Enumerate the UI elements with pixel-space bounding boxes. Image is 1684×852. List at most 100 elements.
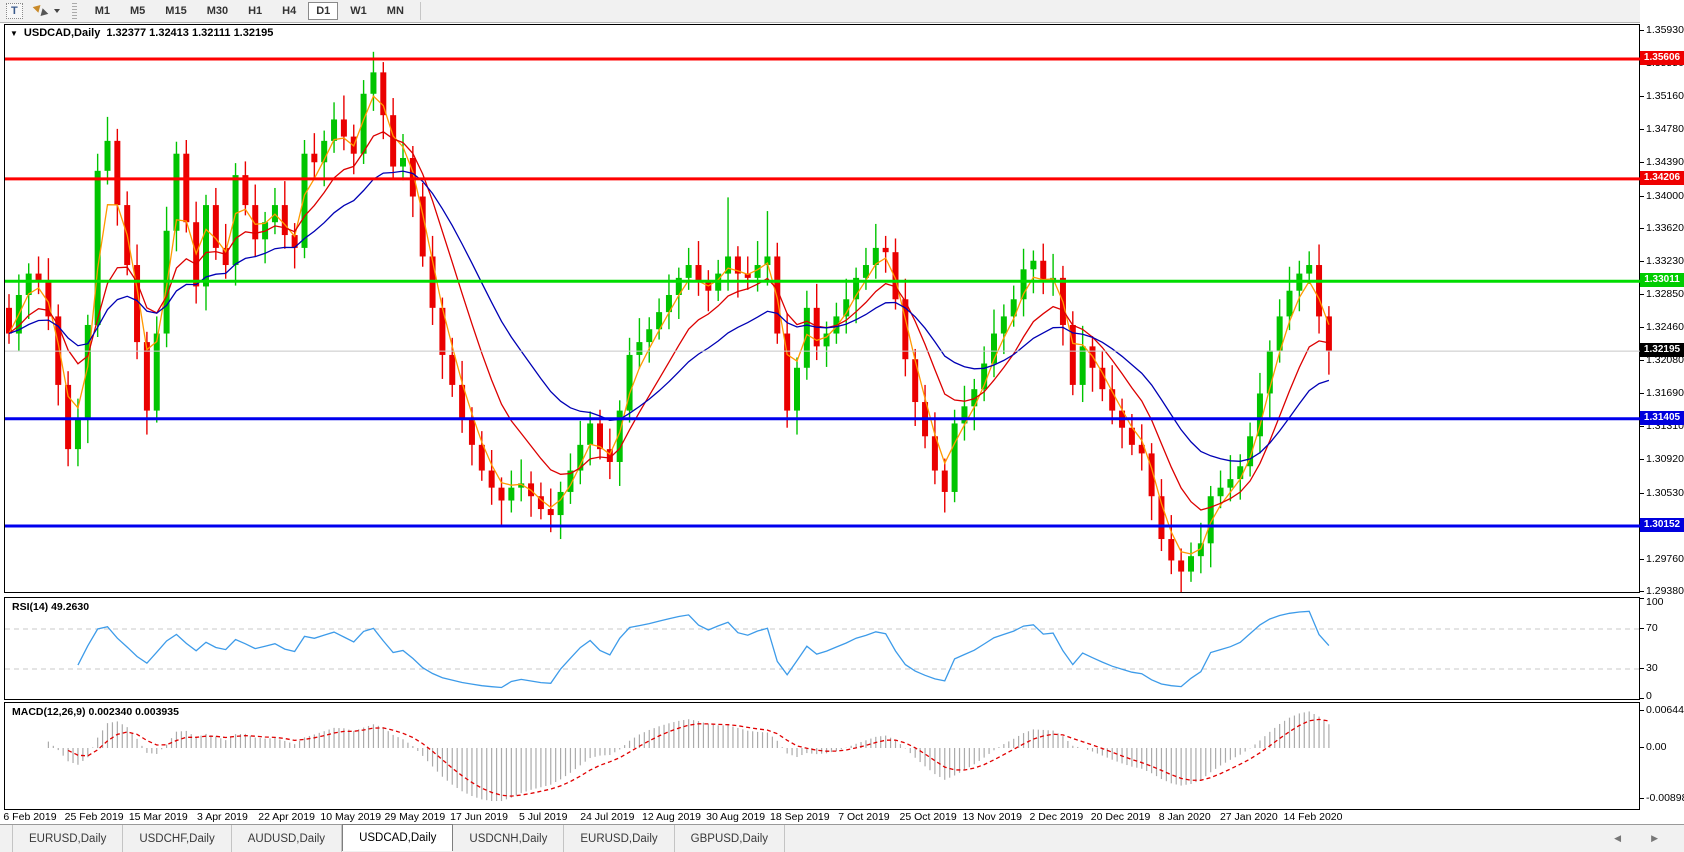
chart-tab-eurusd-daily[interactable]: EURUSD,Daily [564, 825, 675, 852]
macd-indicator-panel[interactable] [4, 702, 1640, 810]
macd-indicator-label: MACD(12,26,9) 0.002340 0.003935 [12, 706, 179, 718]
date-tick-label: 17 Jun 2019 [450, 811, 508, 823]
price-tick-label: 1.34390 [1646, 156, 1684, 169]
chart-tab-usdcnh-daily[interactable]: USDCNH,Daily [453, 825, 565, 852]
timeframe-button-d1[interactable]: D1 [308, 2, 339, 20]
date-tick-label: 12 Aug 2019 [642, 811, 701, 823]
price-tick-mark [1640, 327, 1644, 329]
text-label-tool-icon[interactable]: T [6, 3, 23, 19]
price-tick-label: 1.29380 [1646, 585, 1684, 598]
rsi-indicator-label: RSI(14) 49.2630 [12, 601, 90, 613]
price-level-badge: 1.32195 [1640, 343, 1684, 358]
price-level-badge: 1.35606 [1640, 51, 1684, 65]
date-tick-label: 7 Oct 2019 [838, 811, 890, 823]
slow-ma-line [8, 170, 1330, 462]
tab-scroll-right-icon[interactable]: ▶ [1651, 833, 1658, 843]
chart-tab-eurusd-daily[interactable]: EURUSD,Daily [12, 825, 124, 852]
price-tick-label: 1.32850 [1646, 287, 1684, 300]
price-tick-label: 1.34000 [1646, 189, 1684, 202]
fast-ma-line [8, 94, 1330, 555]
rsi-axis-label: 70 [1646, 622, 1658, 634]
date-tick-label: 10 May 2019 [320, 811, 382, 823]
main-price-chart[interactable] [4, 24, 1641, 593]
date-tick-label: 8 Jan 2020 [1158, 811, 1211, 823]
timeframe-button-h4[interactable]: H4 [282, 5, 297, 17]
price-tick-label: 1.31690 [1646, 387, 1684, 400]
chart-tab-usdchf-daily[interactable]: USDCHF,Daily [123, 825, 232, 852]
price-tick-label: 1.35160 [1646, 90, 1684, 103]
timeframe-button-w1[interactable]: W1 [350, 5, 367, 17]
date-tick-label: 2 Dec 2019 [1029, 811, 1084, 823]
price-tick-label: 1.34780 [1646, 122, 1684, 135]
rsi-indicator-panel[interactable] [4, 597, 1641, 700]
rsi-axis-label: 0 [1646, 690, 1652, 702]
price-tick-mark [1640, 128, 1644, 130]
price-tick-mark [1640, 96, 1644, 98]
timeframe-button-mn[interactable]: MN [386, 5, 404, 17]
timeframe-button-m30[interactable]: M30 [206, 5, 229, 17]
date-tick-label: 29 May 2019 [384, 811, 446, 823]
candlestick-canvas [5, 51, 1641, 593]
chart-symbol-header: ▼ USDCAD,Daily 1.32377 1.32413 1.32111 1… [10, 27, 273, 39]
price-level-badge: 1.31405 [1640, 410, 1684, 425]
macd-axis-label: 0.00 [1646, 741, 1667, 753]
rsi-axis-label: 100 [1646, 596, 1664, 608]
date-tick-label: 27 Jan 2020 [1219, 811, 1278, 823]
tab-scroll-left-icon[interactable]: ◀ [1614, 833, 1622, 843]
price-tick-mark [1640, 425, 1644, 427]
date-tick-label: 25 Oct 2019 [899, 811, 957, 823]
toolbar-separator [419, 2, 421, 20]
timeframe-button-m5[interactable]: M5 [130, 5, 146, 17]
price-tick-label: 1.33620 [1646, 222, 1684, 235]
rsi-canvas [5, 610, 1641, 689]
date-tick-label: 14 Feb 2020 [1283, 811, 1343, 823]
chart-tab-gbpusd-daily[interactable]: GBPUSD,Daily [675, 825, 785, 852]
chart-symbol-label: USDCAD,Daily [23, 27, 101, 39]
rsi-axis-label: 30 [1646, 662, 1658, 674]
chart-ohlc-values: 1.32377 1.32413 1.32111 1.32195 [106, 27, 274, 39]
price-tick-mark [1640, 459, 1644, 461]
date-tick-label: 20 Dec 2019 [1090, 811, 1151, 823]
price-tick-label: 1.33230 [1646, 255, 1684, 268]
mid-ma-line [8, 131, 1330, 511]
collapse-arrow-icon[interactable]: ▼ [10, 28, 18, 38]
date-tick-label: 24 Jul 2019 [580, 811, 635, 823]
toolbar-grip [71, 3, 77, 19]
chart-tab-bar: EURUSD,Daily USDCHF,Daily AUDUSD,Daily USDC… [0, 824, 1684, 852]
date-tick-label: 6 Feb 2019 [3, 811, 57, 823]
macd-signal-line [67, 718, 1330, 797]
price-tick-label: 1.30920 [1646, 453, 1684, 466]
price-tick-mark [1640, 261, 1644, 263]
price-tick-mark [1640, 228, 1644, 230]
price-tick-mark [1640, 30, 1644, 32]
price-level-badge: 1.34206 [1640, 170, 1684, 185]
chart-tab-usdcad-daily[interactable]: USDCAD,Daily [342, 824, 454, 851]
price-level-badge: 1.30152 [1640, 518, 1684, 533]
timeframe-button-m1[interactable]: M1 [94, 5, 111, 17]
price-level-badge: 1.33011 [1640, 273, 1684, 288]
date-axis[interactable]: 6 Feb 2019 25 Feb 2019 15 Mar 2019 3 Apr 20… [3, 811, 1640, 824]
chart-tab-audusd-daily[interactable]: AUDUSD,Daily [232, 825, 343, 852]
price-tick-mark [1640, 591, 1644, 593]
top-toolbar: T M1 M5 M15 M30 H1 H4 D1 W1 MN [0, 0, 1684, 23]
macd-canvas [47, 711, 1330, 802]
price-tick-mark [1640, 162, 1644, 164]
chevron-down-icon[interactable] [53, 9, 60, 13]
macd-axis-label: 0.006448 [1646, 704, 1684, 717]
date-tick-label: 5 Jul 2019 [518, 811, 568, 823]
date-tick-label: 15 Mar 2019 [128, 811, 188, 823]
price-axis[interactable]: 1.359301.355501.351601.347801.343901.340… [1640, 0, 1684, 824]
price-tick-mark [1640, 393, 1644, 395]
price-tick-mark [1640, 558, 1644, 560]
price-tick-mark [1640, 293, 1644, 295]
timeframe-button-h1[interactable]: H1 [248, 5, 263, 17]
date-tick-label: 13 Nov 2019 [962, 811, 1023, 823]
date-tick-label: 18 Sep 2019 [770, 811, 830, 823]
timeframe-button-m15[interactable]: M15 [165, 5, 187, 17]
date-tick-label: 3 Apr 2019 [197, 811, 248, 823]
price-tick-mark [1640, 492, 1644, 494]
rsi-line [77, 610, 1330, 689]
price-tick-mark [1640, 195, 1644, 197]
price-tick-mark [1640, 359, 1644, 361]
arrange-objects-icon[interactable] [32, 2, 49, 19]
